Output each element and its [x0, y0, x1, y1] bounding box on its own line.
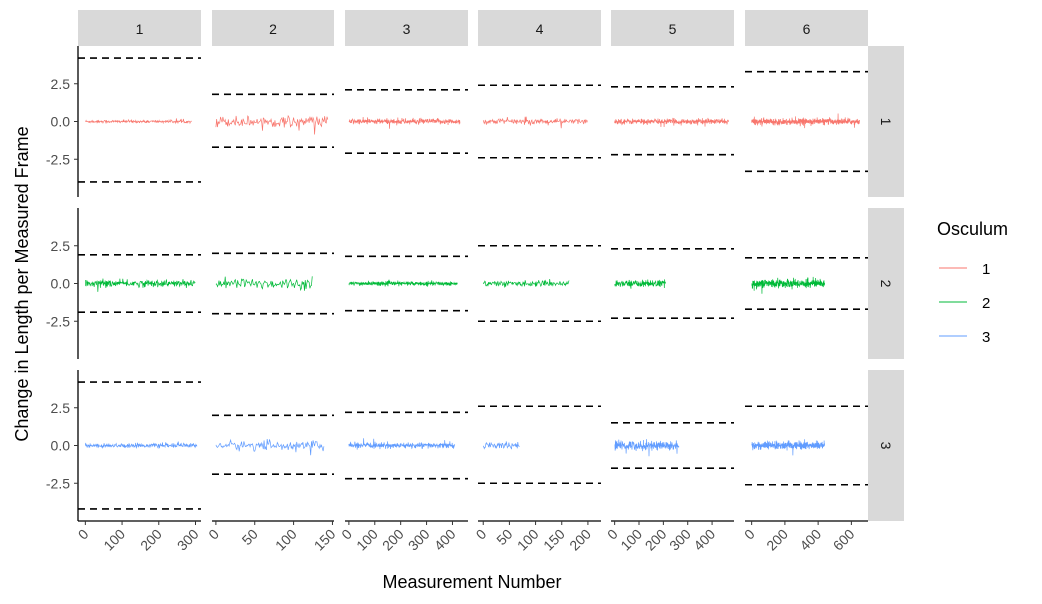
facet-strip-col-3 [345, 10, 468, 46]
y-tick-label: 2.5 [51, 238, 71, 254]
x-tick-label: 0 [75, 526, 92, 543]
series-line-osculum-3 [84, 441, 198, 449]
x-tick-label: 400 [431, 526, 459, 554]
facet-strip-row-label: 1 [878, 118, 894, 126]
x-tick-label: 300 [405, 526, 433, 554]
x-tick-label: 200 [642, 526, 670, 554]
series-line-osculum-1 [85, 118, 192, 125]
series-line-osculum-2 [348, 279, 458, 287]
series-line-osculum-3 [215, 438, 325, 456]
x-tick-label: 100 [353, 526, 381, 554]
y-tick-label: -2.5 [46, 313, 70, 329]
facet-strip-col-6 [745, 10, 868, 46]
facet-strip-col-label: 4 [536, 21, 544, 37]
x-tick-label: 200 [379, 526, 407, 554]
series-line-osculum-1 [614, 117, 730, 127]
x-tick-label: 600 [830, 526, 858, 554]
facet-strip-col-label: 3 [403, 21, 411, 37]
series-line-osculum-3 [348, 438, 456, 450]
x-tick-label: 300 [174, 526, 202, 554]
series-line-osculum-3 [751, 439, 825, 456]
x-axis-title: Measurement Number [382, 572, 561, 592]
series-line-osculum-1 [348, 117, 461, 129]
x-tick-label: 300 [666, 526, 694, 554]
x-tick-label: 0 [205, 526, 222, 543]
series-line-osculum-2 [482, 278, 570, 288]
series-line-osculum-2 [751, 276, 825, 294]
x-tick-label: 150 [311, 526, 339, 554]
y-axis-title: Change in Length per Measured Frame [12, 126, 32, 441]
x-tick-label: 150 [540, 526, 568, 554]
series-line-osculum-3 [482, 441, 520, 450]
y-tick-label: -2.5 [46, 475, 70, 491]
facet-strip-col-label: 2 [269, 21, 277, 37]
legend-label: 3 [982, 329, 990, 346]
panels-layer: 1 2 3 4 5 6 1 2 3 [78, 10, 904, 521]
series-line-osculum-2 [84, 278, 196, 292]
facet-strip-col-label: 5 [669, 21, 677, 37]
x-tick-label: 100 [514, 526, 542, 554]
x-tick-label: 50 [239, 526, 261, 548]
y-tick-label: 2.5 [51, 400, 71, 416]
x-tick-label: 100 [272, 526, 300, 554]
facet-strip-row-2 [868, 208, 904, 359]
x-tick-label: 200 [137, 526, 165, 554]
legend-label: 2 [982, 295, 990, 312]
facet-strip-col-2 [212, 10, 334, 46]
legend: Osculum 1 2 3 [937, 219, 1008, 346]
facet-strip-col-label: 6 [803, 21, 811, 37]
facet-strip-col-5 [611, 10, 734, 46]
x-tick-label: 0 [741, 526, 758, 543]
x-tick-label: 50 [493, 526, 515, 548]
x-tick-label: 400 [796, 526, 824, 554]
x-tick-label: 200 [566, 526, 594, 554]
facet-strip-col-1 [78, 10, 201, 46]
y-tick-label: 2.5 [51, 76, 71, 92]
facet-strip-col-label: 1 [136, 21, 144, 37]
x-tick-label: 0 [473, 526, 490, 543]
series-line-osculum-3 [614, 439, 680, 457]
x-tick-label: 200 [763, 526, 791, 554]
series-line-osculum-2 [215, 276, 313, 292]
facet-strip-row-1 [868, 46, 904, 197]
y-tick-label: -2.5 [46, 151, 70, 167]
legend-label: 1 [982, 261, 990, 278]
x-tick-label: 100 [100, 526, 128, 554]
facet-strip-col-4 [478, 10, 601, 46]
series-line-osculum-1 [482, 116, 588, 129]
y-tick-label: 0.0 [51, 276, 71, 292]
facet-strip-row-label: 2 [878, 280, 894, 288]
y-tick-label: 0.0 [51, 114, 71, 130]
y-tick-label: 0.0 [51, 438, 71, 454]
legend-title: Osculum [937, 219, 1008, 239]
series-line-osculum-1 [751, 113, 860, 129]
facet-strip-row-label: 3 [878, 442, 894, 450]
x-tick-label: 100 [617, 526, 645, 554]
facet-strip-row-3 [868, 370, 904, 521]
x-tick-label: 400 [690, 526, 718, 554]
series-line-osculum-1 [215, 114, 329, 135]
x-tick-label: 0 [338, 526, 355, 543]
series-line-osculum-2 [614, 279, 666, 289]
